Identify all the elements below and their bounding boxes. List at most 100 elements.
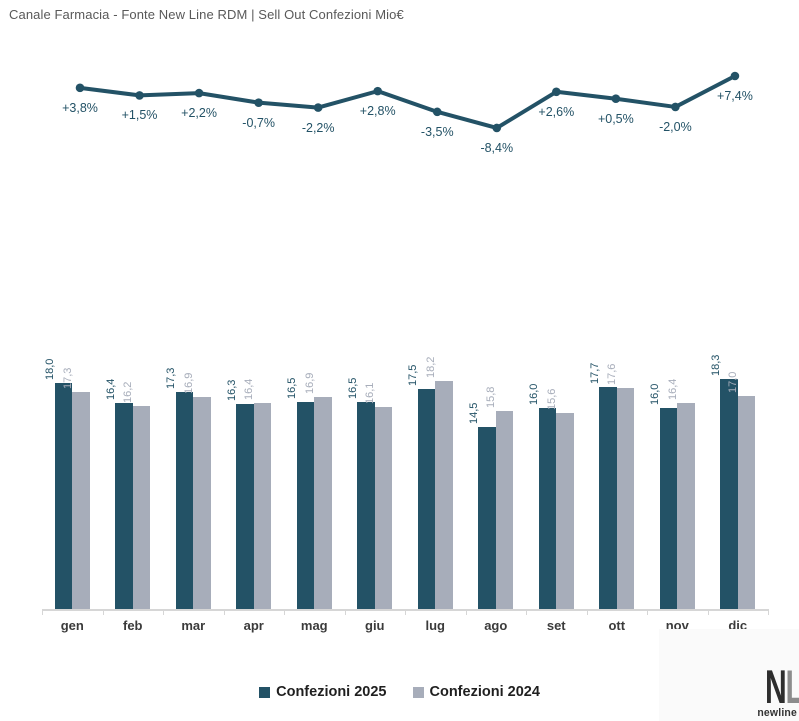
bar-confezioni-2025-lug (417, 389, 436, 609)
bar-value-confezioni-2024-gen: 17,3 (61, 367, 74, 389)
line-point-dic (730, 71, 740, 81)
bar-value-confezioni-2024-giu: 16,1 (364, 382, 376, 404)
bar-value-confezioni-2024-ago: 15,8 (485, 386, 497, 408)
bar-value-confezioni-2025-dic: 18,3 (709, 354, 722, 377)
line-point-ott (611, 94, 621, 104)
x-axis-tick (223, 609, 225, 615)
pct-label-nov: -2,0% (659, 119, 692, 134)
month-label-set: set (546, 618, 566, 633)
bar-confezioni-2024-nov (677, 403, 695, 609)
bar-confezioni-2024-mag (314, 396, 332, 609)
line-point-nov (671, 102, 680, 112)
legend-swatch-2025 (259, 686, 271, 698)
bar-value-confezioni-2024-set: 15,6 (545, 388, 558, 411)
bar-value-confezioni-2025-nov: 16,0 (649, 383, 661, 406)
newline-logo-wordmark: newline (757, 707, 797, 719)
pct-label-set: +2,6% (538, 104, 575, 119)
newline-logo: NL newline (747, 663, 799, 719)
bar-confezioni-2025-ago (478, 427, 496, 609)
bar-value-confezioni-2024-feb: 16,2 (122, 381, 134, 403)
legend-item-2025: Confezioni 2025 (259, 684, 387, 700)
pct-line-path (78, 74, 737, 130)
line-point-ago (492, 123, 502, 133)
bar-value-confezioni-2024-ott: 17,6 (606, 363, 618, 386)
line-point-set (552, 87, 561, 97)
pct-label-lug: -3,5% (420, 124, 454, 139)
legend-swatch-2024 (412, 686, 424, 698)
newline-logo-monogram: NL (765, 663, 799, 710)
bar-confezioni-2025-dic (720, 379, 738, 609)
bar-confezioni-2025-set (538, 408, 557, 609)
x-axis-tick (647, 609, 648, 615)
pct-label-mag: -2,2% (301, 120, 335, 135)
bar-confezioni-2025-ott (599, 386, 617, 609)
bar-value-confezioni-2025-lug: 17,5 (407, 364, 419, 387)
bar-confezioni-2025-mar (175, 391, 194, 609)
month-label-gen: gen (60, 618, 84, 633)
pct-label-giu: +2,8% (359, 104, 396, 119)
bar-confezioni-2024-ago (495, 410, 514, 609)
line-point-mag (313, 103, 323, 112)
pct-label-mar: +2,2% (181, 106, 217, 121)
legend-label-2025: Confezioni 2025 (276, 684, 387, 700)
x-axis-tick (405, 609, 406, 615)
x-axis-tick (102, 609, 104, 615)
bar-confezioni-2025-giu (357, 401, 375, 609)
line-point-lug (432, 107, 442, 117)
bar-confezioni-2024-lug (435, 380, 453, 609)
bar-confezioni-2024-mar (193, 396, 211, 609)
bar-value-confezioni-2025-ott: 17,7 (588, 362, 601, 384)
bar-confezioni-2025-apr (236, 404, 254, 609)
x-axis-tick (707, 609, 709, 615)
bar-confezioni-2025-mag (296, 401, 315, 609)
bar-value-confezioni-2024-dic: 17,0 (727, 371, 739, 393)
bar-value-confezioni-2025-gen: 18,0 (44, 358, 56, 381)
line-point-apr (254, 98, 263, 107)
x-axis-tick (163, 609, 164, 615)
month-label-ago: ago (484, 618, 508, 633)
pct-label-ago: -8,4% (480, 140, 514, 155)
pct-label-dic: +7,4% (717, 89, 753, 103)
x-axis-tick (768, 609, 769, 615)
month-label-ott: ott (608, 618, 626, 633)
pct-label-feb: +1,5% (121, 108, 158, 123)
x-axis-tick (284, 609, 285, 615)
pct-label-gen: +3,8% (62, 100, 98, 115)
month-label-mag: mag (300, 618, 328, 633)
pct-line-svg (75, 71, 740, 133)
month-label-apr: apr (243, 618, 264, 633)
line-point-gen (75, 83, 85, 93)
bar-confezioni-2024-feb (132, 405, 151, 609)
bar-confezioni-2025-nov (659, 408, 678, 609)
bar-confezioni-2025-gen (54, 383, 73, 609)
x-axis-tick (465, 609, 467, 615)
line-point-giu (373, 86, 383, 96)
bar-value-confezioni-2024-apr: 16,4 (243, 378, 255, 401)
line-point-feb (135, 91, 144, 100)
chart-title: Canale Farmacia - Fonte New Line RDM | S… (9, 7, 404, 22)
legend-label-2024: Confezioni 2024 (429, 684, 540, 700)
month-label-feb: feb (123, 618, 143, 633)
bar-value-confezioni-2025-set: 16,0 (528, 383, 540, 406)
bar-value-confezioni-2024-mag: 16,9 (303, 372, 316, 394)
pct-line-chart: +3,8% +1,5% +2,2% -0,7% -2,2% +2,8% -3,5% -8,4%… (0, 0, 799, 175)
bar-value-confezioni-2025-giu: 16,5 (346, 377, 359, 399)
pct-label-apr: -0,7% (242, 115, 275, 130)
bar-confezioni-2025-feb (115, 403, 133, 609)
bar-value-confezioni-2025-ago: 14,5 (467, 402, 480, 425)
bar-value-confezioni-2025-mar: 17,3 (165, 367, 177, 389)
bar-confezioni-2024-giu (374, 406, 393, 609)
x-axis-tick (526, 609, 527, 615)
bar-confezioni-2024-dic (737, 395, 756, 609)
month-label-lug: lug (425, 618, 446, 633)
bar-confezioni-2024-apr (253, 403, 272, 609)
month-label-giu: giu (365, 618, 385, 633)
month-label-mar: mar (181, 618, 206, 633)
bar-value-confezioni-2025-feb: 16,4 (104, 378, 117, 401)
logo-letter-n: N (765, 660, 787, 713)
logo-letter-l: L (785, 660, 799, 713)
bar-confezioni-2024-gen (72, 391, 90, 609)
x-axis-tick (344, 609, 346, 615)
